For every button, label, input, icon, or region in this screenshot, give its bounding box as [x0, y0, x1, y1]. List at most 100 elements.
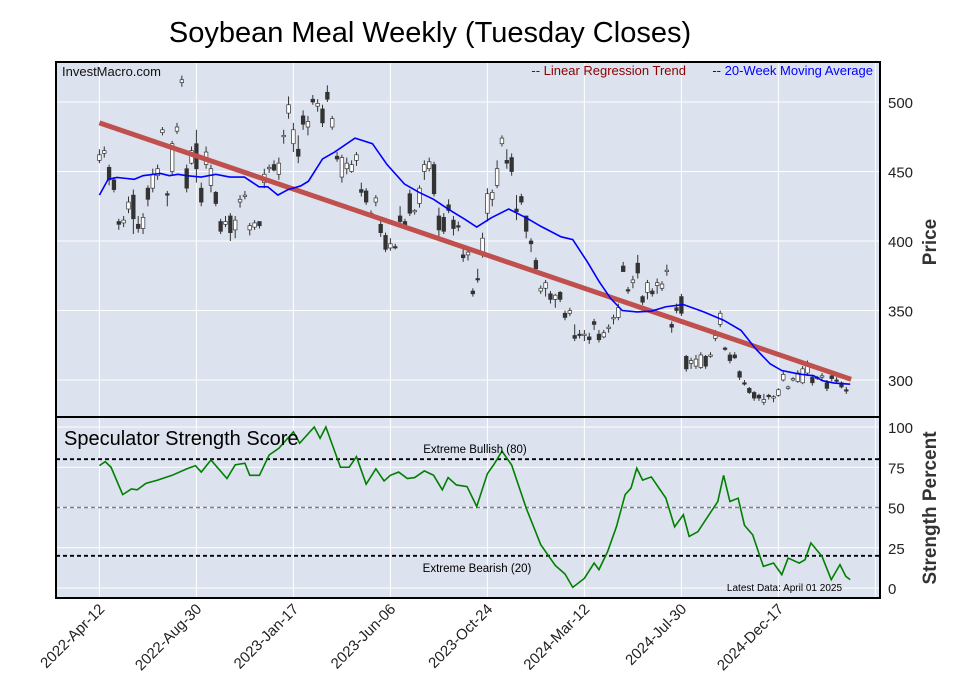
candle-body — [296, 148, 301, 157]
candle — [407, 189, 412, 216]
candle — [131, 189, 136, 235]
candle — [354, 152, 359, 166]
candle-body — [160, 129, 165, 133]
candle-body — [524, 215, 529, 232]
candle — [97, 149, 102, 164]
strength-axis-label: Strength Percent — [920, 431, 941, 585]
legend-moving-average: -- 20-Week Moving Average — [712, 63, 873, 78]
candle — [572, 324, 577, 342]
candle — [669, 321, 674, 333]
candle — [213, 190, 218, 207]
candle-body — [567, 310, 572, 314]
candle — [693, 354, 699, 369]
candle — [659, 281, 665, 292]
candle-body — [494, 168, 500, 186]
candle-body — [431, 164, 437, 195]
candle — [562, 310, 568, 321]
candle-body — [291, 129, 296, 145]
candle-body — [111, 179, 117, 190]
candle-body — [310, 98, 315, 103]
candle-body — [349, 164, 354, 172]
candle-body — [97, 154, 102, 161]
candle-body — [727, 354, 733, 361]
x-tick-label: 2023-Jun-06 — [328, 601, 400, 673]
strength-y-ticks: 0 25 50 75 100 — [888, 420, 913, 598]
x-tick-label: 2023-Oct-24 — [425, 601, 496, 672]
candle — [475, 268, 480, 283]
candle-body — [373, 197, 378, 203]
candle-body — [538, 287, 543, 292]
candle — [242, 190, 248, 200]
candle-body — [587, 336, 592, 341]
candle — [364, 188, 369, 205]
candle-body — [747, 387, 752, 393]
candle-body — [776, 389, 781, 396]
candle-body — [116, 221, 121, 225]
candle — [485, 188, 490, 222]
candle — [291, 122, 296, 153]
candle-body — [354, 154, 359, 161]
candle-body — [461, 254, 466, 259]
moving-average-line — [98, 137, 851, 385]
candle — [519, 193, 524, 205]
price-tick-label: 350 — [888, 304, 913, 321]
candle — [708, 352, 713, 358]
price-tick-label: 300 — [888, 373, 913, 390]
candle — [548, 291, 553, 304]
candle-body — [136, 223, 141, 229]
candle-body — [223, 221, 228, 225]
candle — [528, 238, 534, 253]
candle-body — [543, 282, 548, 289]
candle — [645, 279, 650, 300]
candle-body — [121, 219, 126, 224]
candle — [165, 190, 170, 207]
candle — [296, 135, 301, 164]
candle-body — [528, 240, 534, 245]
candle-body — [834, 379, 839, 382]
candle — [635, 254, 640, 279]
candle — [756, 393, 762, 401]
candle — [267, 164, 272, 173]
candle-body — [684, 356, 689, 370]
candle-body — [397, 215, 403, 222]
candle — [538, 285, 543, 294]
candle-body — [208, 168, 214, 186]
candle — [441, 213, 446, 235]
candle — [286, 96, 291, 119]
candle — [766, 393, 771, 400]
candle-body — [475, 278, 480, 281]
candle — [349, 160, 354, 173]
candle — [116, 218, 121, 230]
x-tick-label: 2024-Jul-30 — [622, 601, 690, 669]
candle-body — [242, 194, 248, 197]
candle — [136, 215, 141, 233]
candle-body — [170, 143, 175, 172]
candle-body — [742, 382, 747, 385]
candle — [228, 213, 233, 241]
candle — [330, 115, 335, 130]
candle-body — [596, 333, 602, 341]
candle — [102, 146, 107, 158]
candle-body — [106, 166, 112, 181]
candle — [601, 329, 606, 339]
candle-body — [761, 399, 766, 403]
candle — [640, 295, 645, 305]
chart-title: Soybean Meal Weekly (Tuesday Closes) — [169, 17, 691, 49]
candle — [305, 115, 311, 136]
candle — [237, 195, 243, 208]
candle-body — [218, 221, 223, 232]
candle-body — [334, 155, 340, 160]
candle-body — [344, 162, 349, 170]
candle — [208, 164, 214, 193]
candle — [703, 354, 708, 369]
candle-body — [393, 246, 398, 249]
candle — [436, 207, 442, 239]
candle-body — [751, 392, 757, 399]
strength-line — [98, 425, 851, 589]
candle-body — [645, 282, 650, 293]
candle — [490, 189, 495, 207]
candle-body — [766, 394, 771, 398]
candle-body — [553, 294, 558, 300]
candle — [257, 221, 262, 229]
candle-body — [407, 193, 412, 214]
